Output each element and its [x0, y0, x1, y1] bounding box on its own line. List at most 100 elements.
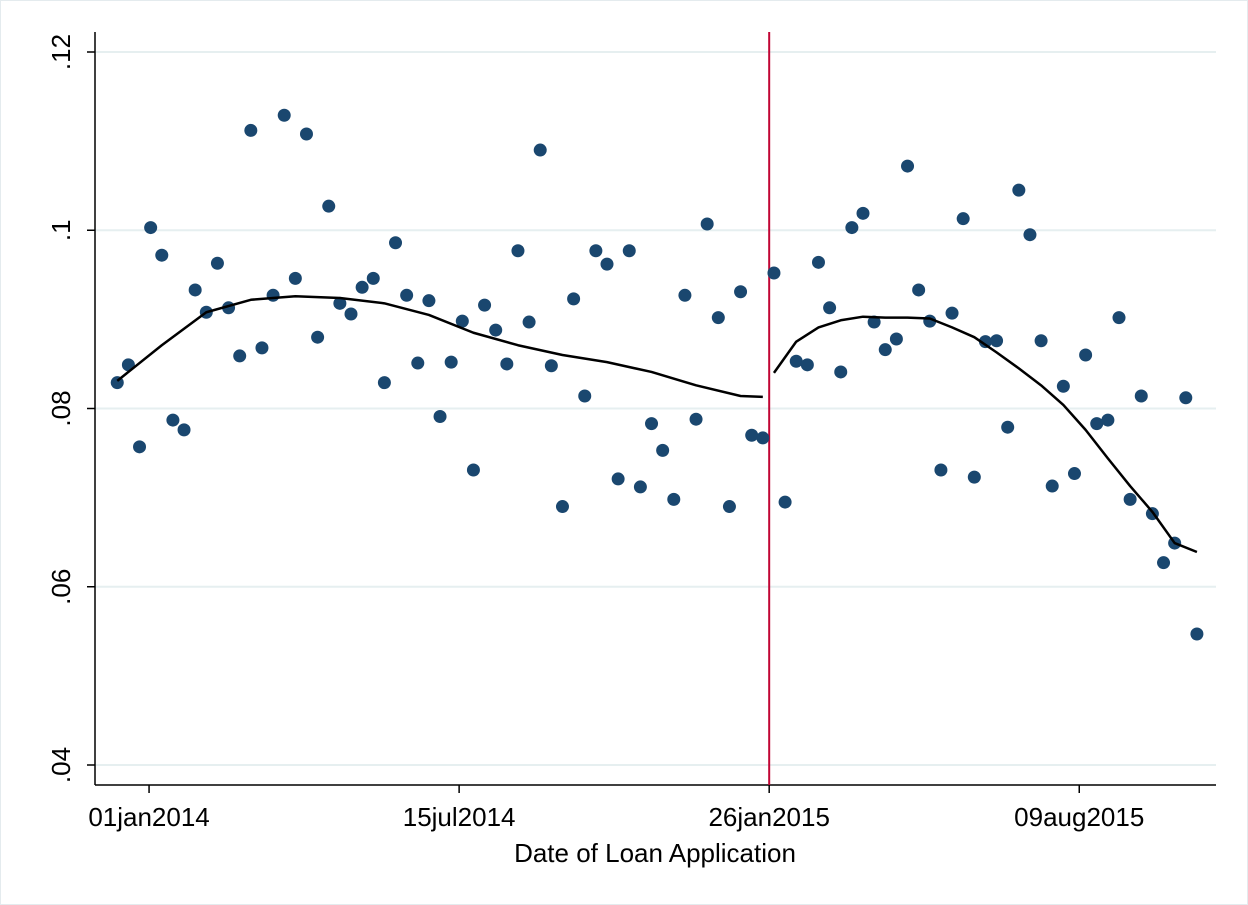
data-point — [210, 256, 224, 270]
data-point — [800, 358, 814, 372]
data-point — [645, 417, 659, 431]
x-tick-label: 26jan2015 — [708, 802, 829, 832]
data-point — [823, 301, 837, 315]
data-point — [934, 463, 948, 477]
data-point — [466, 463, 480, 477]
data-point — [734, 285, 748, 299]
fit-line — [116, 294, 763, 399]
data-point — [500, 357, 514, 371]
data-point — [1090, 417, 1104, 431]
data-point — [533, 143, 547, 157]
data-point — [990, 334, 1004, 348]
data-point — [299, 127, 313, 141]
data-point — [322, 199, 336, 213]
fit-line — [772, 315, 1198, 554]
data-point — [1101, 413, 1115, 427]
y-tick-label: .08 — [46, 390, 76, 426]
data-point — [377, 376, 391, 390]
data-point — [455, 314, 469, 328]
data-point — [1012, 183, 1026, 197]
data-point — [778, 495, 792, 509]
data-point — [1134, 389, 1148, 403]
data-point — [945, 306, 959, 320]
data-point — [1067, 467, 1081, 481]
data-point — [745, 428, 759, 442]
data-point — [444, 355, 458, 369]
data-point — [255, 341, 269, 355]
data-point — [722, 500, 736, 514]
data-point — [389, 236, 403, 250]
data-point — [1190, 627, 1204, 641]
data-point — [901, 159, 915, 173]
data-point — [1001, 420, 1015, 434]
data-point — [867, 315, 881, 329]
data-point — [622, 244, 636, 258]
data-point — [656, 443, 670, 457]
data-point — [811, 255, 825, 269]
data-point — [144, 221, 158, 235]
data-point — [522, 315, 536, 329]
data-point — [567, 292, 581, 306]
data-point — [411, 356, 425, 370]
data-point — [1023, 228, 1037, 242]
data-point — [1123, 492, 1137, 506]
data-point — [344, 307, 358, 321]
data-point — [233, 349, 247, 363]
data-point — [155, 248, 169, 262]
data-point — [1112, 311, 1126, 325]
data-point — [1045, 479, 1059, 493]
data-point — [600, 257, 614, 271]
data-point — [967, 470, 981, 484]
data-point — [878, 343, 892, 357]
data-point — [1179, 391, 1193, 405]
y-tick-label: .12 — [46, 34, 76, 70]
data-point — [789, 354, 803, 368]
data-point — [400, 288, 414, 302]
data-point — [555, 500, 569, 514]
data-point — [366, 271, 380, 285]
data-point — [244, 123, 258, 137]
data-point — [578, 389, 592, 403]
data-point — [544, 359, 558, 373]
data-point — [856, 206, 870, 220]
data-point — [956, 212, 970, 226]
data-point — [478, 298, 492, 312]
x-tick-label: 01jan2014 — [88, 802, 209, 832]
data-point — [845, 221, 859, 235]
data-point — [689, 412, 703, 426]
data-point — [333, 296, 347, 310]
data-point — [422, 294, 436, 308]
data-point — [166, 413, 180, 427]
data-point — [188, 283, 202, 297]
data-point — [288, 271, 302, 285]
data-point — [667, 492, 681, 506]
data-point — [266, 288, 280, 302]
x-axis-title: Date of Loan Application — [514, 838, 796, 868]
data-point — [355, 280, 369, 294]
data-point — [1034, 334, 1048, 348]
data-point — [633, 480, 647, 494]
data-point — [1056, 379, 1070, 393]
data-point — [433, 410, 447, 424]
data-point — [889, 332, 903, 346]
y-tick-label: .04 — [46, 747, 76, 783]
data-point — [177, 423, 191, 437]
data-point — [511, 244, 525, 258]
y-tick-label: .1 — [46, 219, 76, 241]
data-point — [912, 283, 926, 297]
data-point — [678, 288, 692, 302]
data-point — [1157, 556, 1171, 570]
data-point — [277, 108, 291, 122]
data-point — [767, 266, 781, 280]
data-point — [711, 311, 725, 325]
data-point — [700, 217, 714, 231]
data-point — [133, 440, 147, 454]
data-point — [611, 472, 625, 486]
data-point — [834, 365, 848, 379]
data-point — [756, 431, 770, 445]
x-tick-label: 09aug2015 — [1014, 802, 1144, 832]
y-tick-label: .06 — [46, 569, 76, 605]
